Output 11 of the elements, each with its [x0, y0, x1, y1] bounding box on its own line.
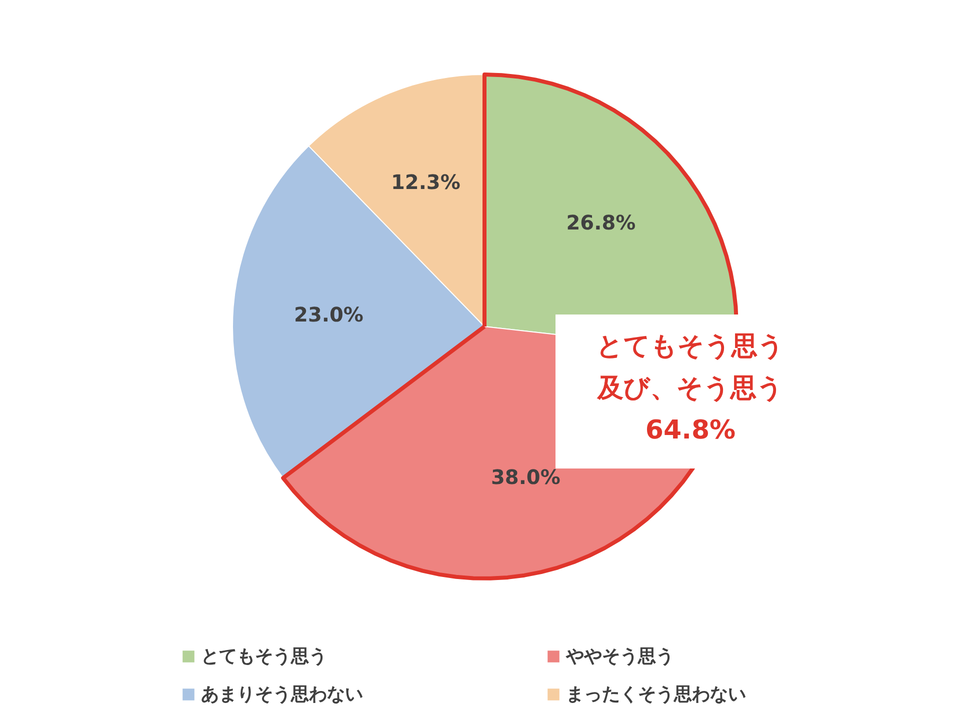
- data-label: 38.0%: [490, 465, 560, 490]
- text: 及び、そう思う: [596, 374, 784, 404]
- text: とてもそう思う: [596, 332, 784, 362]
- data-label: 23.0%: [294, 302, 364, 326]
- legend-label: あまりそう思わない: [201, 683, 364, 706]
- legend-label: まったくそう思わない: [566, 683, 747, 706]
- text: 64.8%: [645, 416, 736, 446]
- data-label: 26.8%: [566, 210, 636, 234]
- data-label: 12.3%: [390, 170, 460, 194]
- legend-label: ややそう思う: [566, 645, 675, 668]
- legend-label: とてもそう思う: [201, 645, 328, 668]
